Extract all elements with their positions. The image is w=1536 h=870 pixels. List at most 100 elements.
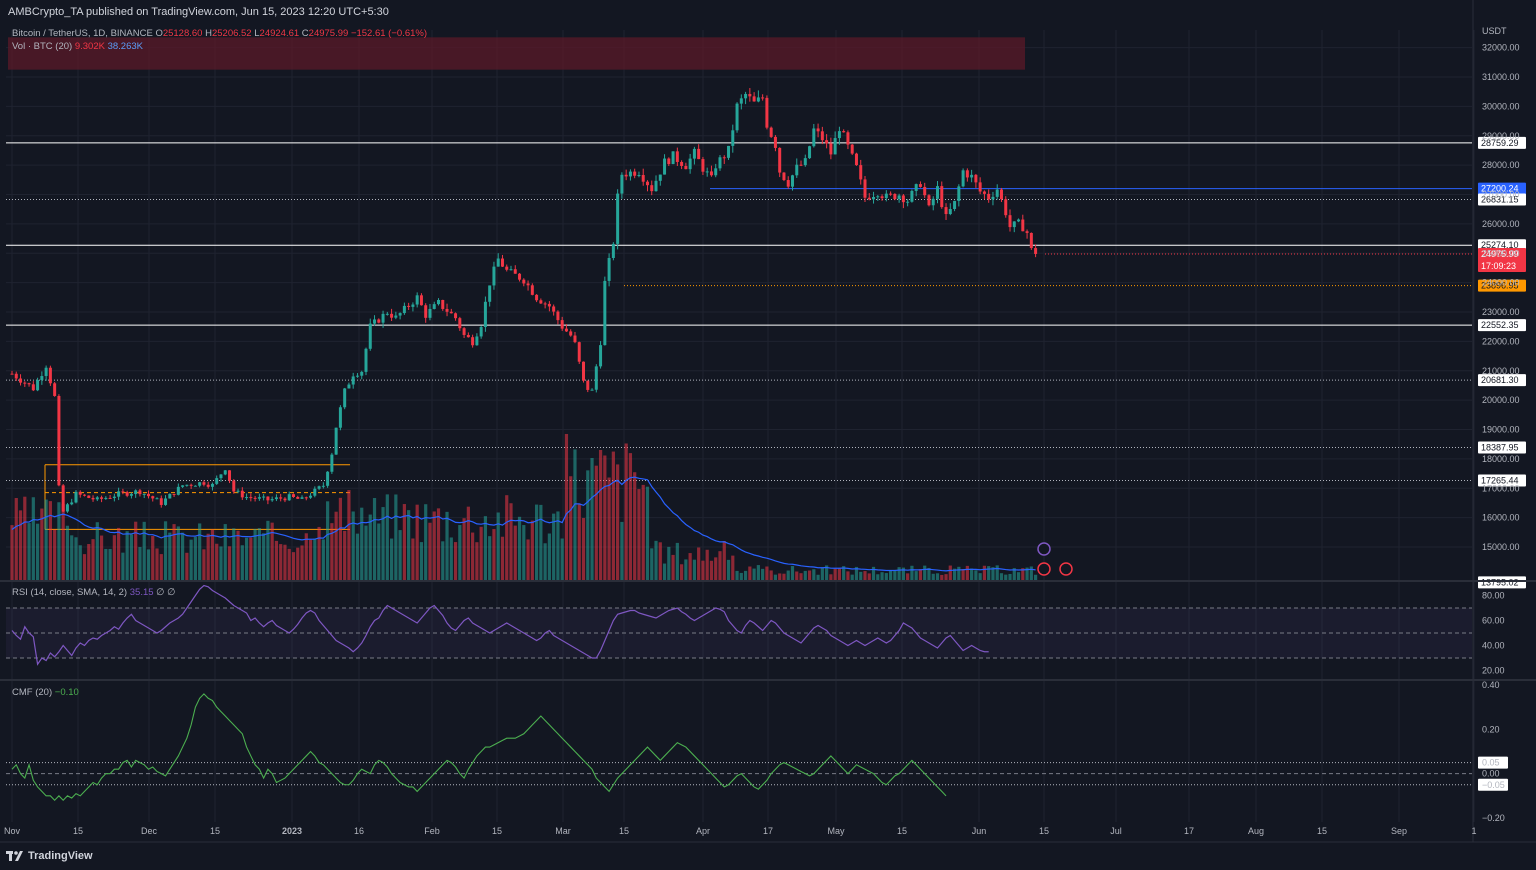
volume-bar bbox=[411, 538, 415, 580]
volume-bar bbox=[658, 542, 662, 580]
candle-body bbox=[19, 378, 23, 383]
price-axis[interactable]: USDT 32000.00 31000.00 30000.00 29000.00 2800… bbox=[1478, 26, 1520, 823]
cmf-pane[interactable] bbox=[6, 693, 1472, 802]
volume-bar bbox=[151, 535, 155, 580]
candle-body bbox=[291, 494, 295, 498]
volume-bar bbox=[206, 533, 210, 580]
volume-bar bbox=[735, 570, 739, 580]
candle-body bbox=[560, 320, 564, 329]
candle-body bbox=[1017, 219, 1021, 222]
candle-body bbox=[739, 98, 743, 104]
volume-bar bbox=[1008, 573, 1012, 580]
candle-body bbox=[547, 303, 551, 307]
volume-bar bbox=[590, 457, 594, 580]
candle-body bbox=[522, 279, 526, 284]
volume-bar bbox=[970, 568, 974, 580]
price-tick-label: 15000.00 bbox=[1482, 542, 1520, 552]
volume-bar bbox=[321, 539, 325, 580]
candle-body bbox=[274, 497, 278, 500]
candle-body bbox=[266, 496, 270, 501]
candle-body bbox=[210, 483, 214, 487]
volume-bar bbox=[901, 567, 905, 580]
volume-bar bbox=[603, 455, 607, 580]
time-axis[interactable]: Nov 15 Dec 15 2023 16 Feb 15 Mar 15 Apr 17 May 15 Jun 1… bbox=[0, 826, 1536, 843]
open-label: O bbox=[155, 28, 163, 39]
volume-label: Vol · BTC (20) bbox=[12, 41, 73, 52]
volume-bar bbox=[820, 567, 824, 580]
candle-body bbox=[151, 496, 155, 499]
candle-body bbox=[543, 303, 547, 305]
volume-bar bbox=[761, 568, 765, 580]
volume-bar bbox=[999, 573, 1004, 580]
candle-body bbox=[398, 313, 402, 316]
candle-body bbox=[654, 180, 658, 192]
volume-bar bbox=[837, 568, 842, 580]
candle-body bbox=[279, 497, 283, 499]
candle-body bbox=[364, 348, 368, 372]
candle-body bbox=[940, 186, 944, 208]
candle-body bbox=[872, 197, 876, 200]
candle-body bbox=[74, 491, 78, 503]
candle-body bbox=[117, 491, 121, 497]
rsi-label: RSI (14, close, SMA, 14, 2) bbox=[12, 587, 128, 598]
candle-body bbox=[437, 299, 440, 305]
volume-bar bbox=[57, 502, 61, 580]
volume-bar bbox=[914, 571, 918, 580]
rsi-extra-1: ∅ bbox=[156, 587, 165, 598]
volume-bar bbox=[296, 547, 300, 580]
volume-bar bbox=[552, 513, 556, 580]
candle-body bbox=[914, 184, 918, 191]
candle-body bbox=[419, 295, 423, 306]
candle-body bbox=[475, 336, 479, 346]
candle-body bbox=[1004, 199, 1008, 216]
candle-body bbox=[257, 497, 261, 499]
volume-bar bbox=[219, 546, 223, 580]
candle-body bbox=[910, 190, 914, 202]
volume-bar bbox=[825, 565, 829, 580]
level-tag-label: 26831.15 bbox=[1481, 194, 1519, 204]
candle-body bbox=[14, 373, 18, 379]
price-tick-label: 29000.00 bbox=[1482, 131, 1520, 141]
tradingview-logo[interactable]: TradingView bbox=[6, 850, 93, 862]
volume-bar bbox=[923, 565, 927, 580]
volume-bar bbox=[598, 449, 603, 580]
candle-body bbox=[978, 182, 982, 192]
candle-body bbox=[377, 319, 381, 323]
candle-body bbox=[146, 493, 150, 497]
volume-bar bbox=[884, 573, 888, 580]
volume-bar bbox=[726, 559, 731, 580]
candlesticks[interactable] bbox=[10, 88, 1038, 513]
cmf-line bbox=[11, 693, 947, 802]
rsi-pane[interactable] bbox=[6, 584, 1472, 666]
open-value: 25128.60 bbox=[162, 28, 203, 39]
supply-zone-rect bbox=[8, 37, 1025, 70]
volume-bar bbox=[462, 518, 466, 580]
price-tick-label: 32000.00 bbox=[1482, 43, 1520, 53]
level-tag-label: 28759.29 bbox=[1481, 138, 1519, 148]
level-tag-bg bbox=[1478, 474, 1526, 487]
volume-legend: Vol · BTC (20) 9.302K 38.263K bbox=[12, 41, 143, 52]
grid-lines bbox=[6, 30, 1475, 822]
high-value: 25206.52 bbox=[211, 28, 252, 39]
volume-bar bbox=[829, 574, 833, 580]
candle-body bbox=[709, 171, 713, 176]
volume-bar bbox=[897, 567, 901, 580]
candle-body bbox=[893, 193, 897, 200]
last-price-label: 24975.99 bbox=[1481, 249, 1519, 259]
candle-body bbox=[496, 258, 500, 267]
volume-bar bbox=[334, 511, 338, 580]
volume-bar bbox=[343, 530, 347, 580]
event-markers[interactable] bbox=[1037, 542, 1073, 576]
volume-bar bbox=[667, 546, 671, 580]
volume-bar bbox=[436, 508, 441, 580]
candle-body bbox=[722, 157, 726, 159]
candle-body bbox=[253, 497, 257, 499]
candle-body bbox=[283, 498, 287, 501]
candle-body bbox=[1008, 215, 1012, 228]
candle-body bbox=[773, 136, 777, 148]
candle-body bbox=[731, 130, 735, 146]
candle-body bbox=[262, 496, 266, 498]
candle-body bbox=[53, 383, 57, 396]
